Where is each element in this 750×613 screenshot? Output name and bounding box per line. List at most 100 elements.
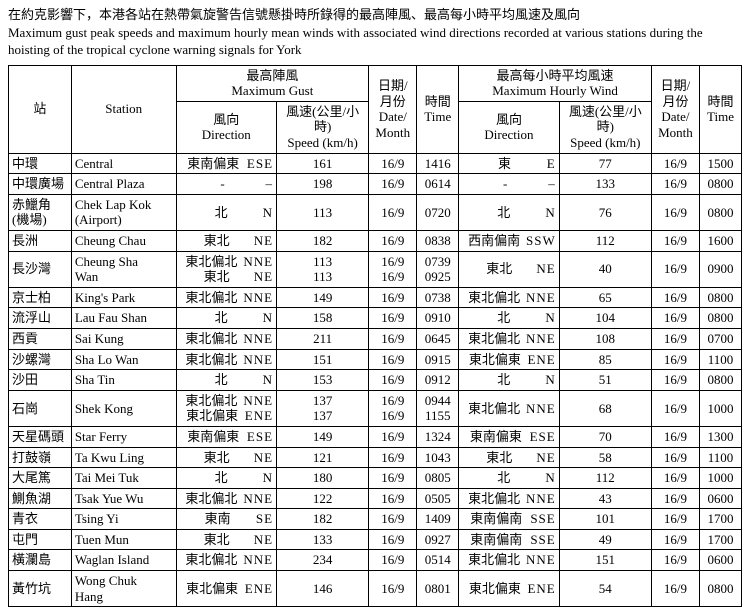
cell-gust-dir: 東北偏北NNE (176, 488, 277, 509)
table-row: 長洲Cheung Chau東北NE18216/90838西南偏南SSW11216… (9, 230, 742, 251)
cell-hourly-dir: 北N (459, 194, 560, 230)
cell-hourly-dir: 東北偏北NNE (459, 550, 560, 571)
cell-station-zh: 長洲 (9, 230, 72, 251)
cell-gust-date: 16/9 (369, 447, 417, 468)
cell-gust-time: 0915 (417, 349, 459, 370)
cell-gust-date: 16/9 16/9 (369, 390, 417, 426)
cell-gust-dir: 北N (176, 468, 277, 489)
cell-hourly-dir: 東北偏北NNE (459, 287, 560, 308)
cell-gust-spd: 133 (277, 529, 369, 550)
cell-hourly-dir: 東E (459, 153, 560, 174)
cell-gust-dir: 東北偏北NNE (176, 328, 277, 349)
cell-station-zh: 天星碼頭 (9, 426, 72, 447)
cell-gust-spd: 161 (277, 153, 369, 174)
cell-hourly-date: 16/9 (651, 488, 699, 509)
cell-station-zh: 石崗 (9, 390, 72, 426)
cell-hourly-date: 16/9 (651, 287, 699, 308)
cell-gust-date: 16/9 (369, 529, 417, 550)
table-row: 中環Central東南偏東ESE16116/91416東E7716/91500 (9, 153, 742, 174)
cell-gust-time: 0739 0925 (417, 251, 459, 287)
table-row: 長沙灣Cheung Sha Wan東北偏北NNE東北NE113 11316/9 … (9, 251, 742, 287)
cell-station-en: Tsing Yi (71, 509, 176, 530)
cell-hourly-time: 1100 (700, 447, 742, 468)
cell-station-en: Waglan Island (71, 550, 176, 571)
cell-station-en: King's Park (71, 287, 176, 308)
cell-hourly-date: 16/9 (651, 194, 699, 230)
cell-hourly-time: 1700 (700, 529, 742, 550)
cell-hourly-spd: 40 (559, 251, 651, 287)
cell-hourly-time: 0800 (700, 308, 742, 329)
cell-gust-date: 16/9 (369, 328, 417, 349)
h-station-zh: 站 (9, 65, 72, 153)
cell-hourly-spd: 101 (559, 509, 651, 530)
h-gust-date: 日期/ 月份 Date/ Month (369, 65, 417, 153)
cell-hourly-time: 1100 (700, 349, 742, 370)
table-row: 流浮山Lau Fau Shan北N15816/90910北N10416/9080… (9, 308, 742, 329)
cell-gust-dir: 北N (176, 308, 277, 329)
cell-gust-date: 16/9 (369, 194, 417, 230)
cell-gust-spd: 182 (277, 230, 369, 251)
cell-station-en: Lau Fau Shan (71, 308, 176, 329)
cell-gust-dir: 東北偏北NNE (176, 349, 277, 370)
cell-hourly-time: 0600 (700, 488, 742, 509)
cell-hourly-dir: -– (459, 174, 560, 195)
cell-hourly-time: 0700 (700, 328, 742, 349)
cell-hourly-spd: 70 (559, 426, 651, 447)
cell-station-en: Tsak Yue Wu (71, 488, 176, 509)
cell-hourly-time: 1700 (700, 509, 742, 530)
h-gust-dir: 風向 Direction (176, 101, 277, 153)
cell-hourly-dir: 東北NE (459, 251, 560, 287)
table-row: 赤鱲角 (機場)Chek Lap Kok (Airport)北N11316/90… (9, 194, 742, 230)
cell-gust-time: 1416 (417, 153, 459, 174)
cell-station-en: Sha Tin (71, 370, 176, 391)
cell-hourly-dir: 東北偏東ENE (459, 349, 560, 370)
cell-hourly-spd: 49 (559, 529, 651, 550)
cell-hourly-time: 0800 (700, 174, 742, 195)
cell-gust-time: 0505 (417, 488, 459, 509)
cell-gust-dir: 東北偏北NNE東北NE (176, 251, 277, 287)
cell-gust-spd: 121 (277, 447, 369, 468)
cell-gust-spd: 182 (277, 509, 369, 530)
cell-station-en: Cheung Sha Wan (71, 251, 176, 287)
cell-gust-time: 0805 (417, 468, 459, 489)
cell-hourly-date: 16/9 (651, 447, 699, 468)
cell-station-en: Star Ferry (71, 426, 176, 447)
cell-hourly-time: 0900 (700, 251, 742, 287)
cell-gust-time: 0614 (417, 174, 459, 195)
cell-station-zh: 中環廣場 (9, 174, 72, 195)
cell-station-zh: 西貢 (9, 328, 72, 349)
cell-hourly-time: 0800 (700, 287, 742, 308)
table-row: 屯門Tuen Mun東北NE13316/90927東南偏南SSE4916/917… (9, 529, 742, 550)
cell-gust-spd: 211 (277, 328, 369, 349)
cell-hourly-dir: 東北NE (459, 447, 560, 468)
cell-gust-date: 16/9 (369, 488, 417, 509)
cell-station-zh: 流浮山 (9, 308, 72, 329)
cell-hourly-date: 16/9 (651, 571, 699, 607)
cell-station-en: Shek Kong (71, 390, 176, 426)
cell-station-en: Central Plaza (71, 174, 176, 195)
cell-gust-time: 1324 (417, 426, 459, 447)
cell-gust-dir: 北N (176, 370, 277, 391)
cell-hourly-spd: 104 (559, 308, 651, 329)
cell-gust-dir: 北N (176, 194, 277, 230)
cell-gust-dir: 東北NE (176, 230, 277, 251)
h-hourly-dir: 風向 Direction (459, 101, 560, 153)
cell-gust-time: 1409 (417, 509, 459, 530)
cell-hourly-spd: 108 (559, 328, 651, 349)
cell-hourly-time: 0800 (700, 194, 742, 230)
cell-hourly-spd: 43 (559, 488, 651, 509)
cell-station-en: Wong Chuk Hang (71, 571, 176, 607)
h-hourly-time: 時間 Time (700, 65, 742, 153)
cell-gust-spd: 180 (277, 468, 369, 489)
cell-gust-spd: 122 (277, 488, 369, 509)
cell-hourly-spd: 54 (559, 571, 651, 607)
cell-gust-date: 16/9 (369, 349, 417, 370)
cell-gust-date: 16/9 (369, 174, 417, 195)
cell-station-en: Ta Kwu Ling (71, 447, 176, 468)
cell-station-en: Tuen Mun (71, 529, 176, 550)
cell-hourly-dir: 西南偏南SSW (459, 230, 560, 251)
cell-hourly-spd: 85 (559, 349, 651, 370)
cell-gust-date: 16/9 (369, 370, 417, 391)
cell-hourly-spd: 112 (559, 230, 651, 251)
cell-station-en: Cheung Chau (71, 230, 176, 251)
